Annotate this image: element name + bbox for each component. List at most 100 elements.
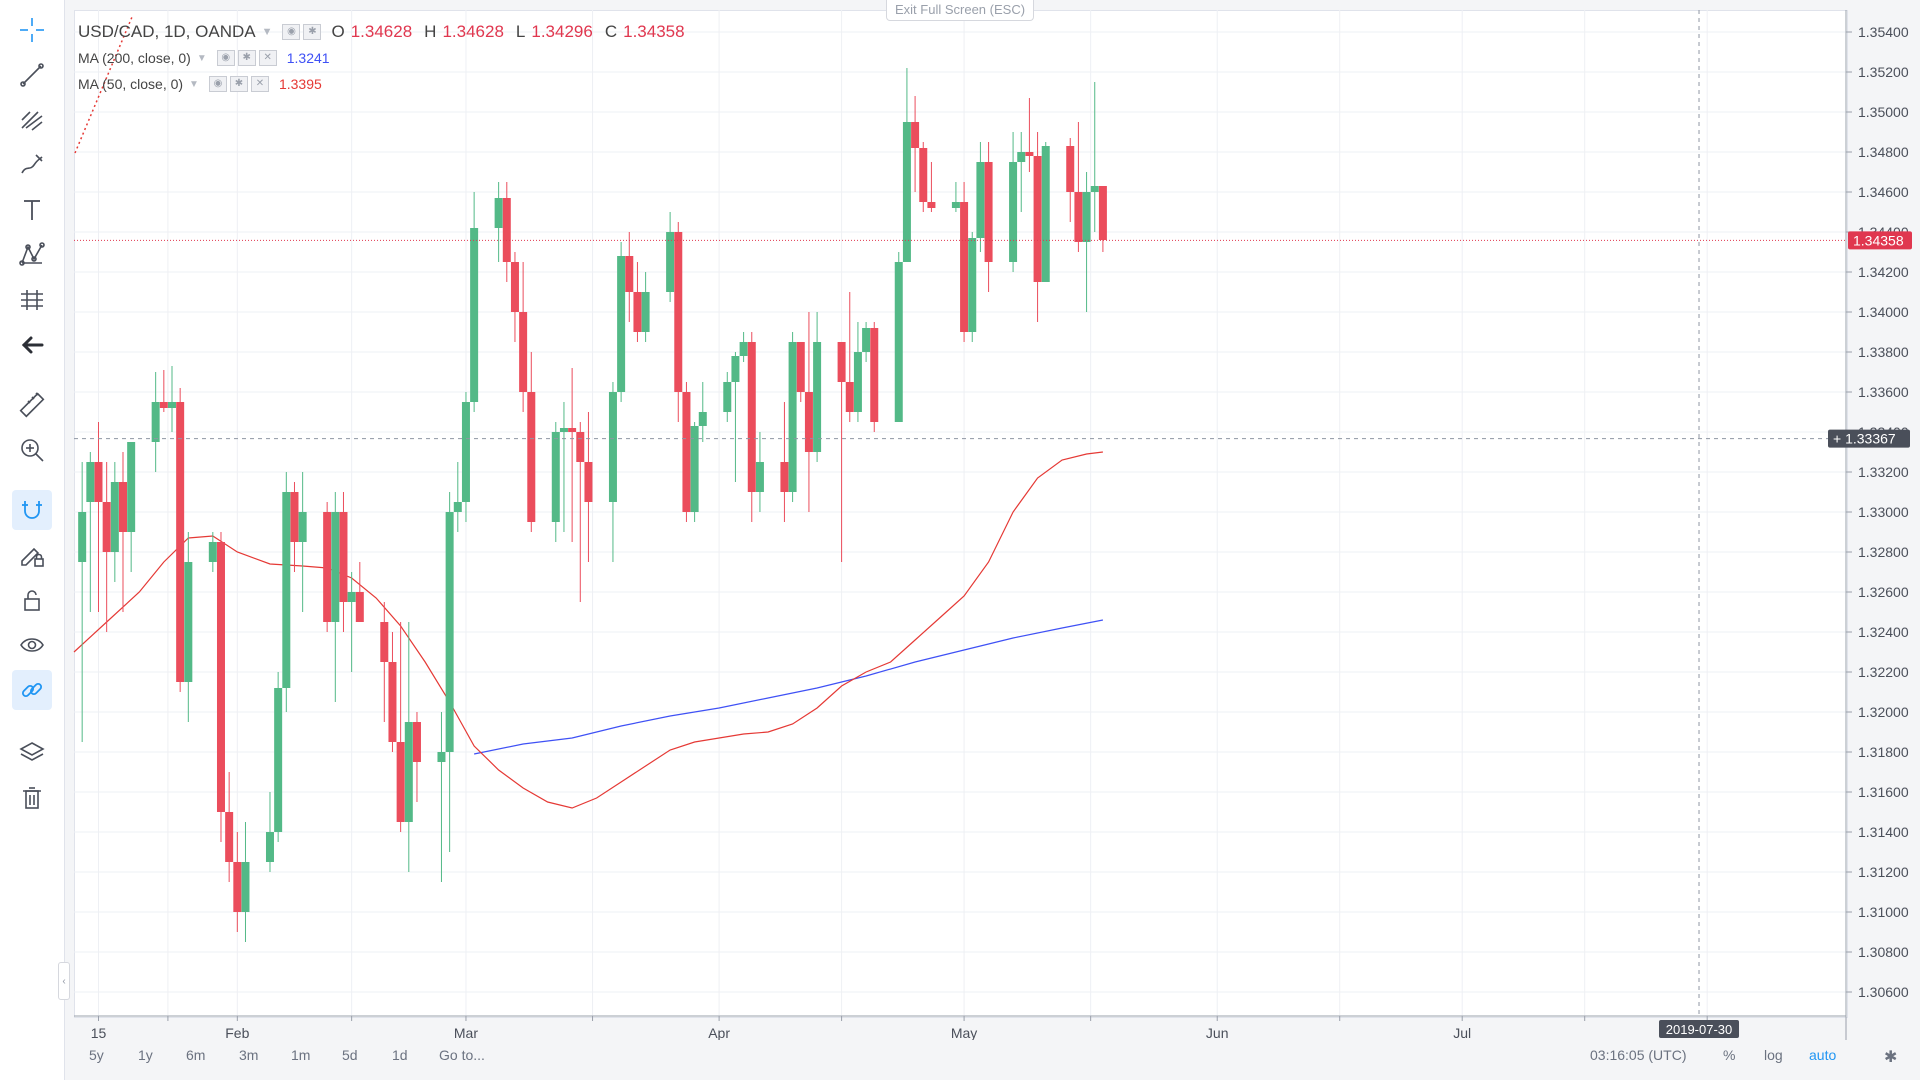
eye-icon[interactable]: ◉ xyxy=(282,24,301,40)
y-tick-label: 1.34200 xyxy=(1858,264,1909,280)
y-tick-label: 1.32800 xyxy=(1858,544,1909,560)
y-tick-label: 1.33200 xyxy=(1858,464,1909,480)
candle-body xyxy=(1082,192,1091,242)
ruler-icon[interactable] xyxy=(12,385,52,425)
utc-clock[interactable]: 03:16:05 (UTC) xyxy=(1590,1047,1687,1063)
layers-icon[interactable] xyxy=(12,733,52,773)
eye-icon[interactable] xyxy=(12,625,52,665)
close-icon[interactable]: ✕ xyxy=(250,76,269,92)
y-tick-label: 1.30600 xyxy=(1858,984,1909,1000)
crosshair-date-label: 2019-07-30 xyxy=(1666,1022,1733,1037)
lock-drawing-icon[interactable] xyxy=(12,535,52,575)
candle-body xyxy=(502,198,511,262)
brush-icon[interactable] xyxy=(12,145,52,185)
pattern-icon[interactable] xyxy=(12,235,52,275)
y-tick-label: 1.33000 xyxy=(1858,504,1909,520)
candle-body xyxy=(176,402,185,682)
trash-icon[interactable] xyxy=(12,778,52,818)
last-price-label: 1.34358 xyxy=(1853,232,1904,248)
candle-body xyxy=(118,482,127,532)
percent-scale-button[interactable]: % xyxy=(1723,1047,1736,1063)
candle-body xyxy=(1017,152,1026,162)
close-icon[interactable]: ✕ xyxy=(258,50,277,66)
high-label: H xyxy=(424,22,437,41)
candle-body xyxy=(167,402,176,408)
gear-icon[interactable]: ✱ xyxy=(303,24,322,40)
timeframe-3m-button[interactable]: 3m xyxy=(239,1047,259,1063)
auto-scale-button[interactable]: auto xyxy=(1809,1047,1837,1063)
candle-body xyxy=(1066,146,1075,192)
candle-body xyxy=(78,512,87,562)
gear-icon[interactable]: ✱ xyxy=(229,76,248,92)
log-scale-button[interactable]: log xyxy=(1764,1047,1783,1063)
link-icon[interactable] xyxy=(12,670,52,710)
candle-body xyxy=(788,342,797,492)
y-tick-label: 1.31200 xyxy=(1858,864,1909,880)
prediction-icon[interactable] xyxy=(12,280,52,320)
y-tick-label: 1.32400 xyxy=(1858,624,1909,640)
trend-line-icon[interactable] xyxy=(12,55,52,95)
ma200-label[interactable]: MA (200, close, 0) xyxy=(78,50,191,66)
candle-body xyxy=(723,382,732,412)
goto-date-button[interactable]: Go to... xyxy=(439,1047,485,1063)
bottom-toolbar: 5y 1y 6m 3m 1m 5d 1d Go to... 03:16:05 (… xyxy=(74,1040,1900,1070)
eye-icon[interactable]: ◉ xyxy=(208,76,227,92)
candle-body xyxy=(388,662,397,742)
candle-body xyxy=(527,392,536,522)
back-arrow-icon[interactable] xyxy=(12,325,52,365)
candle-body xyxy=(976,162,985,238)
chevron-down-icon[interactable]: ▼ xyxy=(261,26,273,38)
candle-body xyxy=(911,122,920,148)
zoom-in-icon[interactable] xyxy=(12,430,52,470)
candle-body xyxy=(625,256,634,292)
timeframe-1y-button[interactable]: 1y xyxy=(138,1047,153,1063)
candle-body xyxy=(159,402,168,408)
chart-pane[interactable] xyxy=(74,10,1848,1018)
ma50-controls: ◉ ✱ ✕ xyxy=(208,76,269,92)
symbol-label[interactable]: USD/CAD, 1D, OANDA xyxy=(78,22,256,41)
ma50-legend: MA (50, close, 0) ▼ ◉ ✱ ✕ 1.3395 xyxy=(78,76,322,92)
chevron-down-icon[interactable]: ▼ xyxy=(196,52,207,64)
magnet-icon[interactable] xyxy=(12,490,52,530)
ma50-line xyxy=(73,451,1103,809)
chevron-down-icon[interactable]: ▼ xyxy=(189,78,199,90)
timeframe-5y-button[interactable]: 5y xyxy=(89,1047,104,1063)
x-tick-label: May xyxy=(951,1025,977,1041)
timeframe-1m-button[interactable]: 1m xyxy=(291,1047,311,1063)
fib-retracement-icon[interactable] xyxy=(12,100,52,140)
candle-body xyxy=(265,832,274,862)
candle-body xyxy=(813,342,822,452)
ma50-value: 1.3395 xyxy=(278,76,322,92)
candle-body xyxy=(951,202,960,208)
crosshair-icon[interactable] xyxy=(12,10,52,50)
candle-body xyxy=(845,382,854,412)
exit-fullscreen-button[interactable]: Exit Full Screen (ESC) xyxy=(886,0,1035,21)
candle-body xyxy=(461,402,470,502)
eye-icon[interactable]: ◉ xyxy=(216,50,235,66)
unlock-icon[interactable] xyxy=(12,580,52,620)
timeframe-1d-button[interactable]: 1d xyxy=(392,1047,408,1063)
candle-body xyxy=(437,752,446,762)
y-tick-label: 1.33600 xyxy=(1858,384,1909,400)
ma50-label[interactable]: MA (50, close, 0) xyxy=(78,76,184,92)
candle-body xyxy=(755,462,764,492)
candle-body xyxy=(698,412,707,426)
candle-body xyxy=(1009,162,1018,262)
candle-body xyxy=(633,292,642,332)
gear-icon[interactable]: ✱ xyxy=(1884,1049,1898,1066)
candle-body xyxy=(576,432,585,462)
gear-icon[interactable]: ✱ xyxy=(237,50,256,66)
timeframe-5d-button[interactable]: 5d xyxy=(342,1047,358,1063)
ma200-value: 1.3241 xyxy=(286,50,330,66)
candle-body xyxy=(968,238,977,332)
candle-body xyxy=(960,202,969,332)
x-tick-label: Jun xyxy=(1206,1025,1229,1041)
text-icon[interactable] xyxy=(12,190,52,230)
candle-body xyxy=(412,722,421,762)
y-tick-label: 1.31600 xyxy=(1858,784,1909,800)
candle-body xyxy=(445,512,454,752)
crosshair-price-tag xyxy=(1828,429,1910,448)
timeframe-6m-button[interactable]: 6m xyxy=(186,1047,206,1063)
collapse-toolbar-button[interactable]: ‹ xyxy=(58,962,70,1000)
